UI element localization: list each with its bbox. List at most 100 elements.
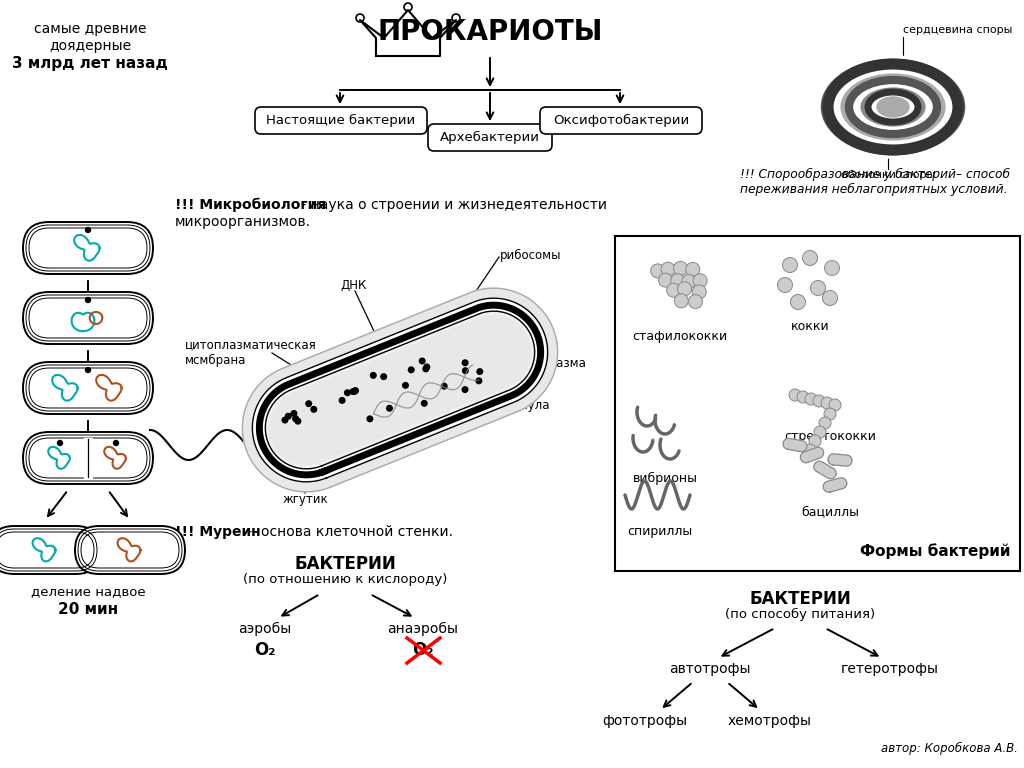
Circle shape — [367, 416, 373, 422]
Text: БАКТЕРИИ: БАКТЕРИИ — [294, 555, 396, 573]
Circle shape — [423, 366, 429, 372]
Ellipse shape — [868, 92, 918, 122]
Polygon shape — [243, 288, 558, 492]
Circle shape — [350, 389, 355, 395]
Polygon shape — [814, 462, 837, 478]
Circle shape — [803, 250, 817, 266]
Text: автор: Коробкова А.В.: автор: Коробкова А.В. — [881, 742, 1018, 755]
Circle shape — [650, 264, 665, 278]
FancyBboxPatch shape — [23, 362, 153, 414]
Circle shape — [821, 397, 833, 409]
Text: !!! Муреин: !!! Муреин — [175, 525, 261, 539]
Circle shape — [829, 399, 841, 411]
Circle shape — [819, 417, 831, 429]
Text: О₂: О₂ — [413, 641, 434, 659]
Ellipse shape — [819, 57, 967, 157]
Text: стафилококки: стафилококки — [633, 330, 728, 343]
Circle shape — [782, 257, 798, 273]
Circle shape — [791, 294, 806, 310]
Circle shape — [286, 413, 291, 419]
Text: анаэробы: анаэробы — [387, 622, 459, 636]
Circle shape — [114, 441, 119, 445]
Text: клеточная стенка: клеточная стенка — [294, 449, 406, 462]
Text: капсула: капсула — [500, 399, 551, 412]
Circle shape — [441, 383, 447, 389]
Circle shape — [822, 290, 838, 306]
Circle shape — [674, 294, 688, 308]
Circle shape — [339, 398, 345, 403]
Circle shape — [422, 401, 427, 406]
Circle shape — [674, 261, 687, 276]
Circle shape — [688, 295, 702, 309]
Text: мсмбрана: мсмбрана — [185, 353, 247, 366]
Text: бациллы: бациллы — [801, 505, 859, 518]
FancyBboxPatch shape — [23, 222, 153, 274]
Circle shape — [678, 282, 691, 296]
Text: хемотрофы: хемотрофы — [728, 714, 812, 728]
Circle shape — [777, 277, 793, 293]
Text: ПРОКАРИОТЫ: ПРОКАРИОТЫ — [377, 18, 603, 46]
Circle shape — [462, 360, 468, 366]
Text: жгутик: жгутик — [283, 494, 328, 507]
FancyBboxPatch shape — [23, 432, 153, 484]
Text: 20 мин: 20 мин — [58, 602, 118, 617]
Text: -  основа клеточной стенки.: - основа клеточной стенки. — [243, 525, 453, 539]
Text: переживания неблагоприятных условий.: переживания неблагоприятных условий. — [740, 183, 1008, 196]
FancyBboxPatch shape — [428, 124, 552, 151]
Circle shape — [85, 368, 90, 372]
Text: цитоплазматическая: цитоплазматическая — [185, 339, 316, 352]
Circle shape — [409, 367, 414, 372]
Circle shape — [306, 401, 311, 406]
Text: микроорганизмов.: микроорганизмов. — [175, 215, 311, 229]
Bar — [615, 236, 1020, 571]
Ellipse shape — [828, 64, 958, 150]
Circle shape — [790, 389, 801, 401]
Text: Настоящие бактерии: Настоящие бактерии — [266, 114, 416, 127]
Circle shape — [811, 280, 825, 296]
Text: рибосомы: рибосомы — [500, 249, 561, 262]
Circle shape — [283, 417, 288, 423]
Text: БАКТЕРИИ: БАКТЕРИИ — [750, 590, 851, 608]
Polygon shape — [828, 454, 852, 466]
Ellipse shape — [839, 72, 947, 142]
Text: Формы бактерий: Формы бактерий — [859, 543, 1010, 559]
FancyBboxPatch shape — [540, 107, 702, 134]
Polygon shape — [823, 478, 847, 492]
Circle shape — [345, 390, 350, 396]
Circle shape — [804, 444, 816, 456]
Circle shape — [85, 297, 90, 303]
Text: гетеротрофы: гетеротрофы — [841, 662, 939, 676]
Text: !!! Микробиология: !!! Микробиология — [175, 198, 326, 212]
Circle shape — [352, 388, 358, 393]
Text: деление надвое: деление надвое — [31, 585, 145, 598]
Ellipse shape — [877, 97, 909, 117]
Circle shape — [682, 274, 696, 289]
Circle shape — [824, 408, 836, 420]
Text: цитоплазма: цитоплазма — [512, 356, 587, 369]
Circle shape — [797, 391, 809, 403]
Text: автотрофы: автотрофы — [670, 662, 751, 676]
Text: спириллы: спириллы — [628, 525, 692, 538]
Text: Архебактерии: Архебактерии — [440, 131, 540, 144]
Text: аэробы: аэробы — [239, 622, 292, 636]
Circle shape — [311, 406, 316, 412]
Circle shape — [463, 368, 468, 373]
Text: Оксифотобактерии: Оксифотобактерии — [553, 114, 689, 127]
Circle shape — [387, 406, 392, 411]
Text: стрептококки: стрептококки — [784, 430, 876, 443]
Text: - наука о строении и жизнедеятельности: - наука о строении и жизнедеятельности — [297, 198, 607, 212]
Ellipse shape — [859, 86, 927, 128]
Circle shape — [85, 227, 90, 233]
Ellipse shape — [849, 80, 937, 134]
Polygon shape — [801, 447, 823, 463]
Circle shape — [667, 283, 681, 297]
Text: !!! Спорообразование у бактерий– способ: !!! Спорообразование у бактерий– способ — [740, 168, 1010, 181]
Circle shape — [662, 262, 675, 276]
Text: ДНК: ДНК — [340, 279, 367, 292]
Circle shape — [824, 260, 840, 276]
Circle shape — [462, 387, 468, 392]
FancyBboxPatch shape — [75, 526, 185, 574]
Circle shape — [402, 382, 409, 388]
Circle shape — [371, 372, 376, 378]
Circle shape — [424, 364, 430, 369]
